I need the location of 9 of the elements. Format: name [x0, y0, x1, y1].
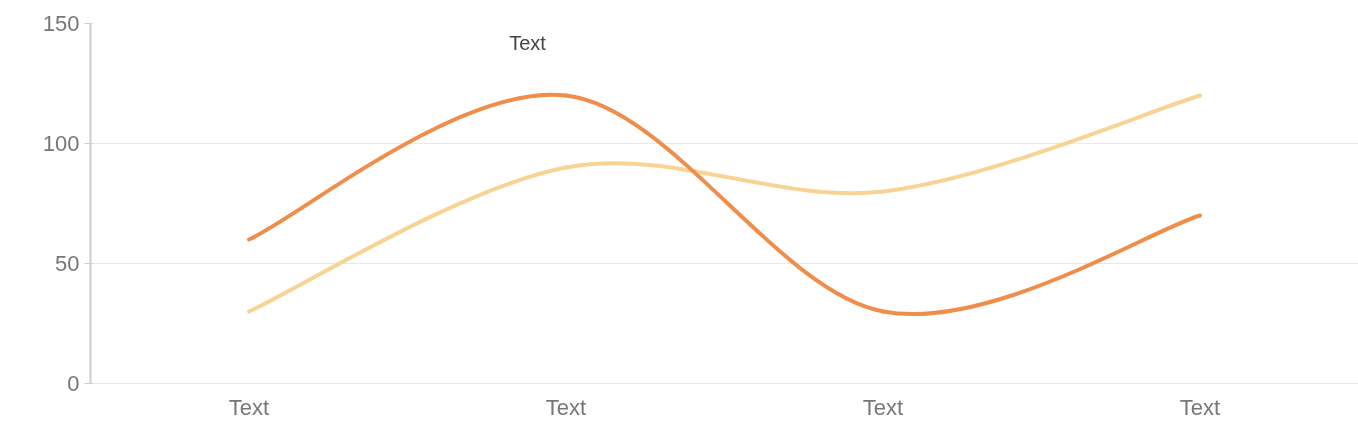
- x-tick-label: Text: [545, 394, 587, 420]
- x-tick-label: Text: [228, 394, 270, 420]
- x-tick-label: Text: [1179, 394, 1221, 420]
- y-tick-label: 150: [42, 11, 80, 36]
- annotation: Text: [509, 31, 547, 54]
- y-tick-label: 100: [42, 131, 80, 156]
- y-tick-label: 0: [67, 371, 80, 396]
- x-tick-label: Text: [862, 394, 904, 420]
- y-tick-label: 50: [55, 251, 80, 276]
